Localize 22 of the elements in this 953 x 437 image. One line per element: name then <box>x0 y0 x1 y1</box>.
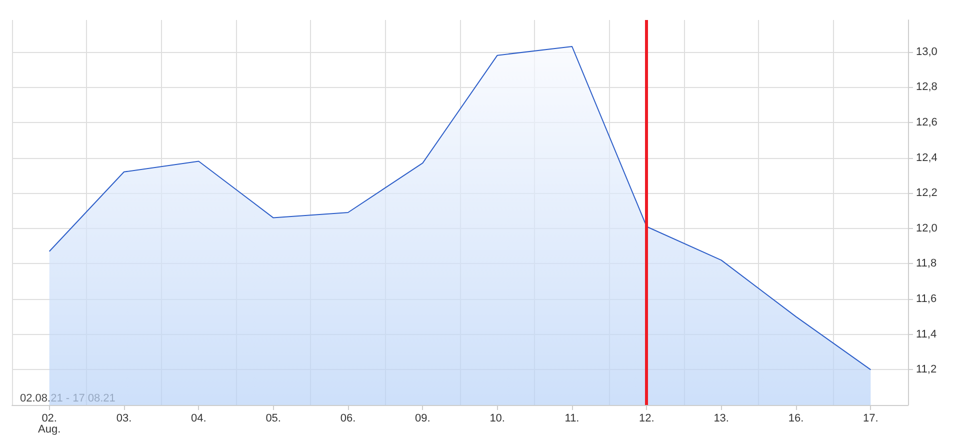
x-tick-label: 09. <box>415 412 430 424</box>
x-tick-label: 17. <box>863 412 878 424</box>
x-tick-label: 03. <box>116 412 132 424</box>
y-tick-label: 12,4 <box>916 152 938 164</box>
x-tick-label: 12. <box>639 412 654 424</box>
x-tick-label: 06. <box>340 412 356 424</box>
x-tick-label: 11. <box>564 412 580 424</box>
y-tick-label: 11,4 <box>916 328 937 340</box>
y-tick-label: 11,8 <box>916 258 937 270</box>
x-tick-label: 10. <box>490 412 505 424</box>
y-tick-label: 12,6 <box>916 116 938 128</box>
x-tick-label: 04. <box>191 412 206 424</box>
y-tick-label: 13,0 <box>916 46 938 58</box>
y-tick-label: 12,8 <box>916 81 938 94</box>
x-tick-label: 05. <box>266 412 281 424</box>
y-tick-label: 12,0 <box>916 222 938 234</box>
y-tick-label: 11,6 <box>916 293 937 306</box>
x-tick-label: 13. <box>714 412 729 424</box>
x-tick-label: 16. <box>788 412 804 424</box>
x-tick-label: 02. Aug. <box>38 412 61 436</box>
y-tick-label: 11,2 <box>916 364 937 376</box>
y-tick-label: 12,2 <box>916 187 938 200</box>
